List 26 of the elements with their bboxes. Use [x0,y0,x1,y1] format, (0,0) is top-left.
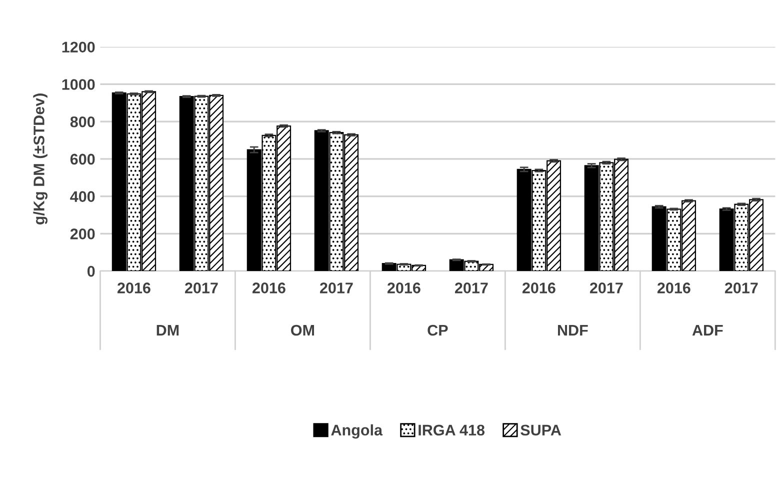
legend-label: IRGA 418 [418,424,485,436]
x-tick-label: 2016 [522,282,556,294]
text: CP [428,324,448,336]
y-tick-label: 800 [70,116,95,128]
text: OM [291,324,314,336]
y-tick-label: 600 [70,154,95,165]
y-tick-label: 1200 [62,42,95,53]
x-tick-label: 2016 [657,282,690,294]
y-axis-title: g/Kg DM (±STDev) [33,94,48,224]
x-tick-label: 2017 [454,282,488,294]
text: DM [156,324,179,336]
legend-label: Angola [331,424,383,439]
y-tick-label: 1000 [62,79,95,90]
y-tick-label: 200 [70,228,95,240]
x-tick-label: 2016 [118,282,150,294]
x-tick-label: 2017 [724,282,758,294]
x-tick-label: 2016 [387,282,420,294]
text: ADF [692,324,723,336]
x-tick-label: 2017 [185,282,218,294]
x-tick-label: 2017 [590,282,623,294]
legend-label: SUPA [520,424,562,436]
x-tick-label: 2016 [252,282,286,294]
y-tick-label: 400 [70,191,95,202]
text: NDF [558,324,588,336]
x-tick-label: 2017 [320,282,353,294]
y-tick-label: 0 [87,266,95,277]
